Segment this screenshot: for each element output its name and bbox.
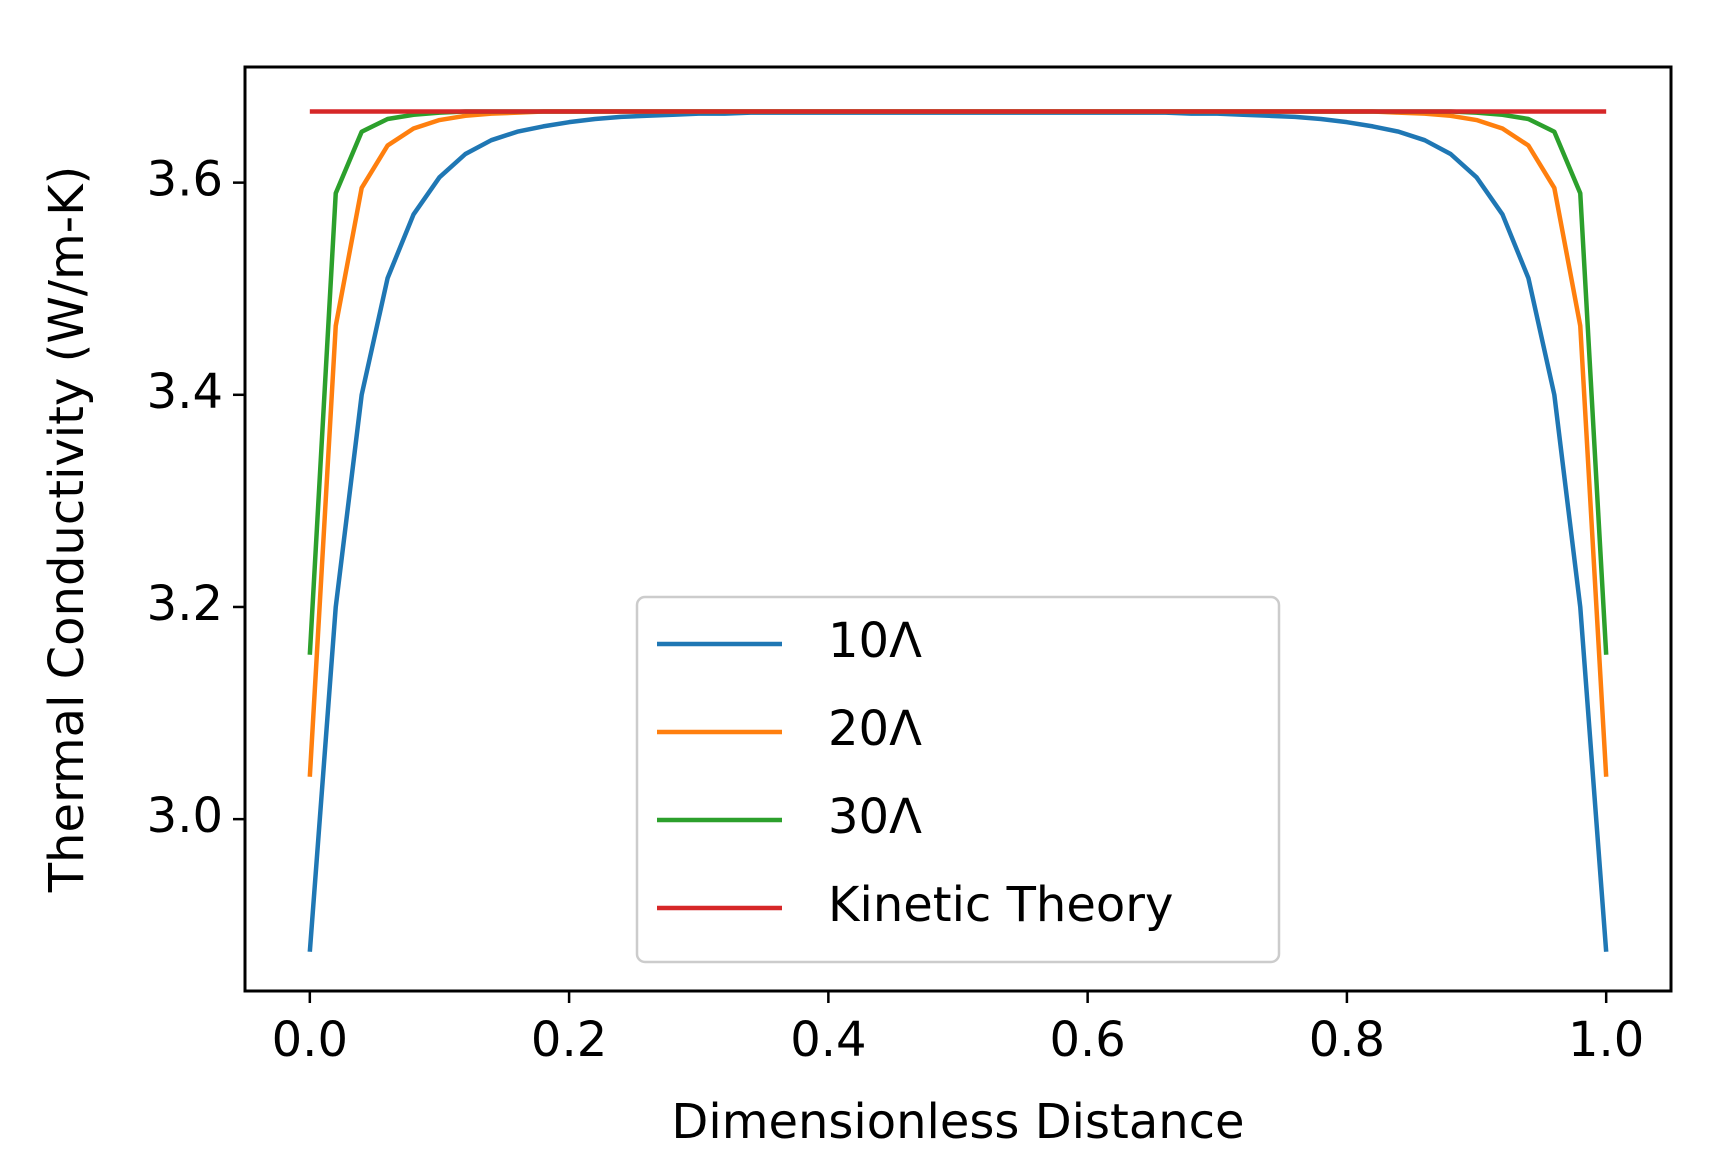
legend-label: Kinetic Theory xyxy=(828,877,1173,933)
legend-box xyxy=(635,595,1281,964)
x-tick-label: 0.4 xyxy=(790,1012,866,1068)
legend-label: 10Λ xyxy=(828,613,922,669)
x-tick-label: 0.0 xyxy=(272,1012,348,1068)
series-line xyxy=(307,109,1609,655)
legend-label: 30Λ xyxy=(828,789,922,845)
y-tick-label: 3.4 xyxy=(147,364,223,420)
y-tick-label: 3.6 xyxy=(147,152,223,208)
x-axis-label: Dimensionless Distance xyxy=(671,1094,1244,1150)
y-tick-label: 3.0 xyxy=(147,788,223,844)
plot-frame xyxy=(243,65,1673,993)
x-tick-label: 0.2 xyxy=(531,1012,607,1068)
x-tick-label: 0.8 xyxy=(1309,1012,1385,1068)
legend-label: 20Λ xyxy=(828,701,922,757)
x-tick-label: 1.0 xyxy=(1568,1012,1644,1068)
x-tick-label: 0.6 xyxy=(1049,1012,1125,1068)
y-tick-label: 3.2 xyxy=(147,576,223,632)
y-axis-label: Thermal Conductivity (W/m-K) xyxy=(39,166,95,894)
